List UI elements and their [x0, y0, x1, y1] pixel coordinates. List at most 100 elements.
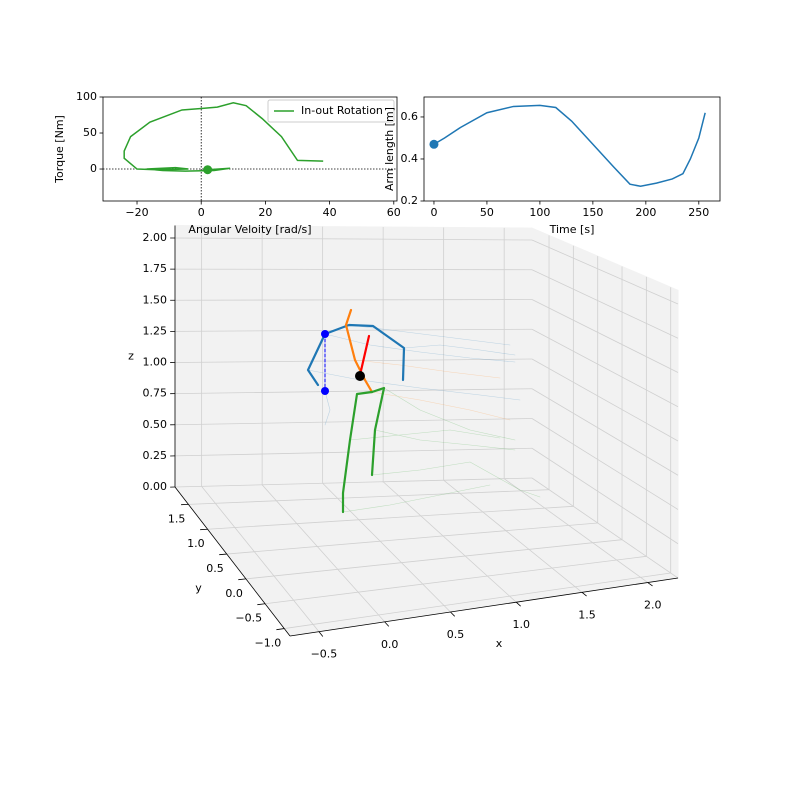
grid-line: [188, 489, 550, 505]
y-tick: [257, 603, 266, 606]
x-tick-label: 0: [198, 206, 205, 219]
grid-line: [531, 269, 679, 339]
trace: [354, 359, 501, 379]
center-point: [355, 371, 365, 381]
x-tick-label: 60: [387, 206, 401, 219]
trace: [403, 344, 516, 356]
y-tick-label: 0.5: [206, 562, 224, 575]
trace: [371, 461, 541, 498]
grid-line: [531, 477, 679, 579]
x-tick-label: 0.0: [381, 638, 399, 651]
grid-line: [382, 481, 517, 603]
grid-line: [531, 239, 679, 305]
x-tick-label: 0: [430, 206, 437, 219]
x-axis-label: Angular Veloity [rad/s]: [188, 223, 311, 236]
x-tick: [515, 601, 521, 607]
rotation-axis: [358, 334, 371, 377]
trace: [324, 390, 331, 426]
y-tick-label: 100: [76, 90, 97, 103]
hand-point: [321, 387, 329, 395]
x-tick: [318, 631, 324, 637]
x-tick-label: 150: [582, 206, 603, 219]
y-axis-label: Arm length [m]: [383, 107, 396, 191]
grid-line: [174, 299, 533, 301]
leg: [370, 386, 386, 477]
y-tick-label: 0.4: [401, 152, 419, 165]
grid-line: [201, 486, 320, 632]
x-tick-label: 1.0: [512, 618, 530, 631]
x-tick-label: 2.0: [644, 599, 662, 612]
grid-line: [531, 299, 679, 373]
grid-line: [245, 539, 623, 580]
grid-line: [531, 418, 679, 510]
y-tick: [238, 578, 246, 581]
z-tick-label: 0.00: [143, 480, 168, 493]
grid-line: [174, 328, 533, 332]
x-tick-label: −0.5: [311, 648, 338, 661]
y-axis-label: Torque [Nm]: [53, 115, 66, 184]
trace: [307, 369, 521, 401]
grid-line: [503, 478, 648, 583]
x-tick-label: 200: [635, 206, 656, 219]
grid-line: [531, 388, 679, 476]
grid-line: [174, 237, 533, 241]
y-axis: [174, 486, 291, 637]
start-marker: [203, 165, 213, 175]
x-tick-label: 50: [480, 206, 494, 219]
plot-area: [424, 97, 720, 201]
hand-point: [321, 330, 329, 338]
z-tick-label: 2.00: [143, 231, 168, 244]
grid-line: [531, 328, 679, 408]
grid-line: [284, 572, 671, 629]
z-tick-label: 1.25: [143, 324, 168, 337]
trace: [383, 387, 516, 441]
y-tick-label: −0.5: [235, 612, 262, 625]
x-tick-label: 250: [688, 206, 709, 219]
grid-line: [207, 505, 574, 530]
axes-3d: −0.50.00.51.01.52.0−1.0−0.50.00.51.01.50…: [128, 225, 680, 661]
z-axis-label: z: [128, 349, 134, 362]
grid-line: [174, 268, 533, 271]
z-tick-label: 0.50: [143, 418, 168, 431]
trajectory-traces: [307, 324, 541, 513]
y-axis-label: y: [195, 582, 202, 595]
trace: [371, 391, 511, 421]
z-tick-label: 1.50: [143, 293, 168, 306]
axes-2d: −20 0 20 40 60 0 50 100 Angular Veloity [rad/s] T…: [53, 90, 721, 236]
x-tick-label: 40: [323, 206, 337, 219]
grid-line: [265, 555, 647, 605]
legend-label: In-out Rotation: [301, 104, 383, 117]
trace: [342, 484, 491, 513]
x-tick-label: 0.5: [447, 628, 465, 641]
y-tick-label: 50: [83, 126, 97, 139]
grid-line: [174, 447, 533, 457]
y-tick-label: 0.2: [401, 194, 419, 207]
legend-box: [267, 99, 395, 123]
y-tick-label: 0.6: [401, 110, 419, 123]
trace: [374, 429, 516, 451]
z-tick-label: 0.25: [143, 449, 168, 462]
grid-line: [443, 479, 583, 593]
x-tick-label: 20: [258, 206, 272, 219]
grid-line: [174, 388, 533, 395]
grid-line: [261, 484, 385, 623]
grid-line: [531, 358, 679, 442]
x-tick: [581, 592, 587, 597]
x-tick-label: 1.5: [578, 608, 596, 621]
leg: [341, 390, 374, 514]
z-tick-label: 1.75: [143, 262, 168, 275]
axes-frame: [423, 96, 721, 202]
x-tick-label: −20: [125, 206, 148, 219]
grid-line: [226, 522, 598, 555]
x-tick: [450, 611, 456, 617]
y-tick-label: 1.0: [187, 537, 205, 550]
y-tick-label: 0: [90, 162, 97, 175]
y-tick: [276, 628, 285, 631]
axes-frame: [102, 96, 398, 202]
x-axis-label: x: [496, 637, 503, 650]
y-tick: [219, 553, 227, 556]
series-line: [123, 101, 324, 172]
arms: [306, 323, 406, 387]
x-tick: [384, 621, 390, 627]
